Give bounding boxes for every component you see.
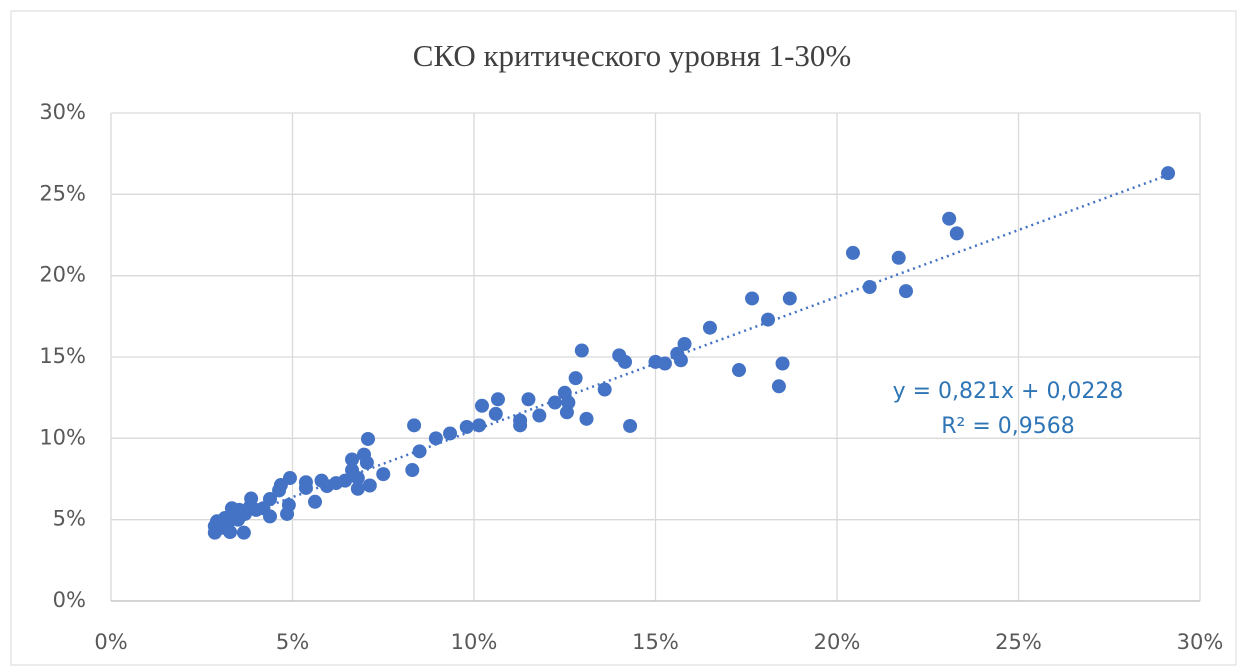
- trendline-equation: y = 0,821x + 0,0228: [893, 379, 1124, 404]
- point: [236, 525, 251, 540]
- point: [443, 426, 458, 441]
- point: [474, 398, 489, 413]
- point: [845, 245, 860, 260]
- point: [1161, 166, 1176, 181]
- point: [314, 473, 329, 488]
- point: [405, 463, 420, 478]
- point: [623, 418, 638, 433]
- point: [298, 480, 313, 495]
- point: [677, 336, 692, 351]
- point: [428, 431, 443, 446]
- point: [771, 379, 786, 394]
- point: [949, 226, 964, 241]
- trendline: [214, 173, 1169, 527]
- x-tick-label: 0%: [94, 630, 127, 654]
- point: [207, 519, 222, 534]
- y-tick-label: 5%: [53, 507, 86, 531]
- point: [361, 431, 376, 446]
- point: [488, 406, 503, 421]
- point: [513, 418, 528, 433]
- x-tick-label: 15%: [632, 630, 679, 654]
- y-tick-label: 25%: [39, 181, 86, 205]
- point: [407, 418, 422, 433]
- point: [345, 452, 360, 467]
- point: [597, 382, 612, 397]
- point: [490, 392, 505, 407]
- point: [862, 280, 877, 295]
- point: [745, 291, 760, 306]
- point: [702, 320, 717, 335]
- point: [657, 356, 672, 371]
- point: [350, 471, 365, 486]
- point: [775, 356, 790, 371]
- point: [459, 419, 474, 434]
- point: [521, 392, 536, 407]
- point: [942, 211, 957, 226]
- point: [618, 354, 633, 369]
- point: [359, 455, 374, 470]
- chart-border: [10, 10, 1237, 666]
- x-tick-label: 25%: [995, 630, 1042, 654]
- x-tick-label: 10%: [451, 630, 498, 654]
- point: [547, 395, 562, 410]
- point: [579, 411, 594, 426]
- x-tick-label: 20%: [814, 630, 861, 654]
- point: [568, 371, 583, 386]
- point: [224, 501, 239, 516]
- point: [731, 363, 746, 378]
- y-tick-label: 20%: [39, 263, 86, 287]
- x-tick-label: 30%: [1177, 630, 1224, 654]
- y-tick-label: 0%: [53, 588, 86, 612]
- y-tick-label: 30%: [39, 100, 86, 124]
- y-tick-label: 10%: [39, 425, 86, 449]
- trendline-r2: R² = 0,9568: [941, 414, 1075, 439]
- point: [272, 483, 287, 498]
- chart-title: СКО критического уровня 1-30%: [413, 38, 851, 73]
- point: [350, 481, 365, 496]
- x-tick-label: 5%: [276, 630, 309, 654]
- point: [472, 418, 487, 433]
- point: [532, 408, 547, 423]
- point: [244, 491, 259, 506]
- point: [308, 494, 323, 509]
- point: [574, 343, 589, 358]
- point: [280, 506, 295, 521]
- y-tick-label: 15%: [39, 344, 86, 368]
- point: [898, 284, 913, 299]
- point: [891, 250, 906, 265]
- point: [376, 467, 391, 482]
- point: [559, 405, 574, 420]
- point: [782, 291, 797, 306]
- point: [673, 353, 688, 368]
- point: [362, 478, 377, 493]
- point: [761, 312, 776, 327]
